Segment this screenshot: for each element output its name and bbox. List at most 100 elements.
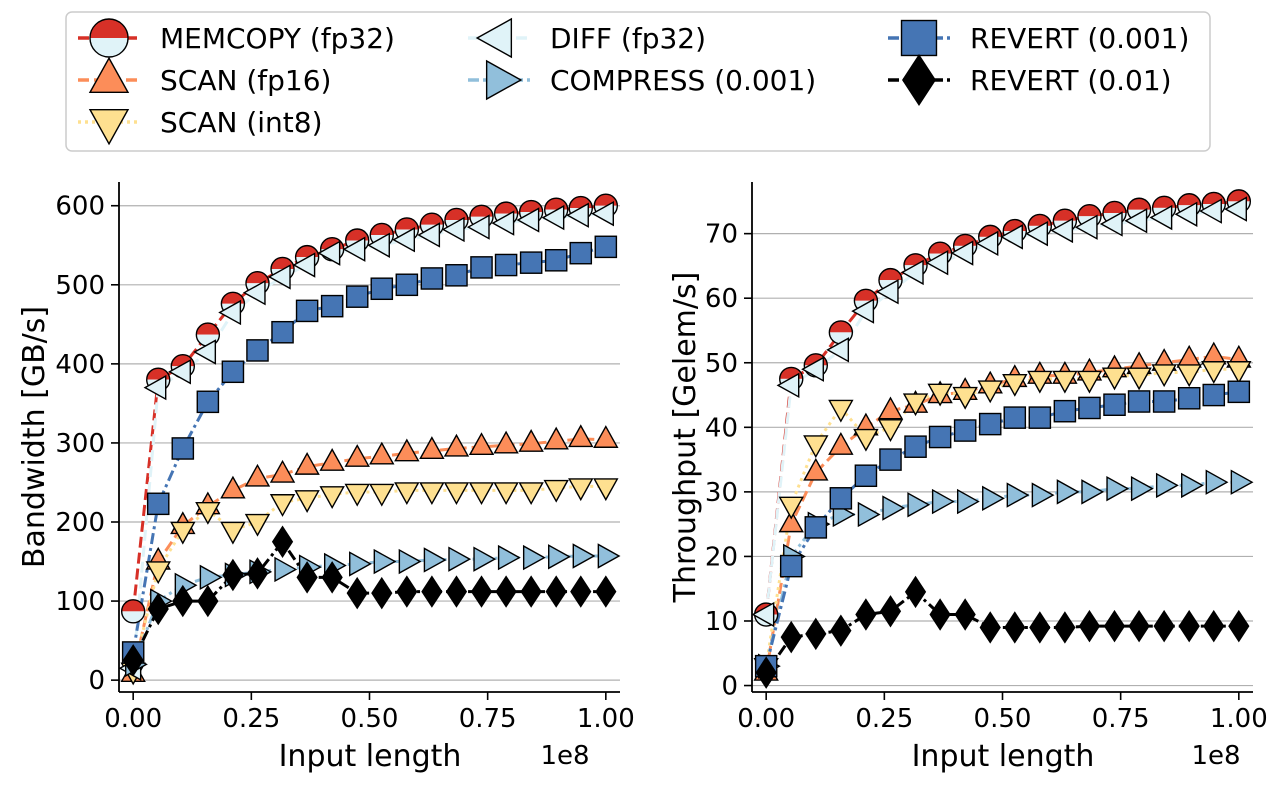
data-point-rev01 (147, 592, 169, 626)
data-point-scan8 (493, 482, 519, 506)
data-point-rev01 (1029, 611, 1051, 644)
data-point-scan8 (145, 561, 171, 585)
y-tick-label: 10 (705, 607, 738, 637)
y-tick-label: 20 (705, 542, 738, 572)
data-point-rev01 (1228, 609, 1250, 643)
data-point-diff (1199, 198, 1222, 224)
data-point-diff (441, 216, 465, 243)
y-tick-label: 200 (55, 508, 105, 538)
data-point-rev001 (1078, 396, 1101, 420)
data-point-compress (882, 495, 906, 521)
data-point-rev01 (979, 611, 1001, 644)
data-point-diff (851, 298, 875, 324)
data-point-rev01 (1103, 609, 1126, 643)
data-point-rev01 (830, 614, 852, 647)
y-tick-label: 50 (705, 349, 738, 379)
data-point-diff (392, 227, 416, 253)
x-tick-label: 0.00 (104, 704, 162, 734)
data-point-scan8 (1101, 367, 1128, 391)
data-point-rev01 (520, 575, 542, 608)
data-point-diff (776, 372, 800, 399)
data-point-rev001 (171, 437, 195, 460)
data-point-diff (193, 339, 217, 365)
data-point-compress (1181, 472, 1204, 499)
legend-marker (88, 108, 130, 146)
data-point-rev01 (545, 575, 567, 608)
data-point-rev01 (296, 561, 318, 594)
series-markers-rev01 (122, 525, 617, 677)
x-multiplier-label: 1e8 (540, 741, 589, 771)
data-point-rev01 (122, 644, 144, 677)
data-point-scan8 (1027, 370, 1053, 394)
data-point-scan8 (977, 380, 1003, 404)
data-point-rev001 (1152, 390, 1176, 413)
data-point-rev001 (1003, 406, 1027, 429)
data-point-scan8 (853, 428, 879, 452)
data-point-compress (274, 556, 298, 583)
data-point-compress (1056, 479, 1080, 505)
data-point-diff (367, 232, 390, 258)
data-point-rev01 (396, 575, 418, 608)
data-point-scan16 (394, 438, 420, 462)
legend-marker (900, 19, 938, 57)
y-tick-label: 60 (705, 284, 738, 314)
data-point-scan8 (568, 478, 594, 502)
data-point-diff (1224, 196, 1247, 222)
data-point-rev01 (470, 575, 493, 608)
series-markers-scan8 (753, 361, 1252, 681)
legend-item-scan16: SCAN (fp16) (78, 56, 331, 97)
data-point-rev001 (395, 273, 419, 297)
data-point-compress (956, 488, 980, 515)
data-point-compress (423, 547, 447, 573)
x-tick-label: 0.50 (974, 704, 1032, 734)
data-point-diff (143, 374, 167, 401)
data-point-rev01 (246, 557, 269, 590)
data-point-diff (1074, 214, 1098, 240)
data-point-compress (982, 485, 1005, 512)
y-tick-label: 0 (721, 672, 738, 702)
data-point-compress (1081, 479, 1105, 505)
legend-item-scan8: SCAN (int8) (78, 106, 323, 146)
data-point-rev001 (804, 516, 828, 539)
y-tick-label: 40 (705, 413, 738, 443)
data-point-diff (1099, 211, 1123, 237)
data-point-rev01 (346, 576, 368, 610)
data-point-rev01 (755, 656, 777, 689)
legend-label: SCAN (int8) (160, 106, 323, 139)
data-point-memcopy (120, 599, 146, 624)
data-point-rev001 (146, 492, 170, 516)
data-point-diff (267, 264, 291, 290)
data-point-diff (168, 359, 191, 385)
data-point-diff (1174, 201, 1198, 227)
data-point-rev001 (519, 251, 543, 274)
data-point-diff (566, 202, 589, 228)
data-point-rev01 (780, 620, 802, 654)
data-point-rev001 (271, 320, 294, 344)
data-point-rev001 (1127, 390, 1151, 413)
x-tick-label: 1.00 (577, 704, 635, 734)
data-point-scan8 (778, 496, 804, 520)
legend-item-compress: COMPRESS (0.001) (468, 59, 816, 101)
data-point-scan8 (1226, 361, 1252, 384)
y-tick-label: 300 (55, 429, 105, 459)
data-point-scan8 (220, 521, 246, 545)
data-point-rev01 (1153, 609, 1175, 643)
x-multiplier-label: 1e8 (1191, 741, 1240, 771)
data-point-rev001 (1202, 383, 1226, 407)
y-axis-label: Throughput [Gelem/s] (668, 272, 703, 604)
data-point-rev01 (321, 561, 343, 594)
data-point-compress (199, 564, 223, 591)
data-point-rev01 (805, 617, 827, 651)
x-tick-label: 0.00 (737, 704, 795, 734)
series-markers-scan8 (120, 478, 619, 686)
data-point-scan8 (1201, 361, 1227, 384)
data-point-diff (1000, 224, 1023, 250)
y-tick-label: 100 (55, 587, 105, 617)
data-point-diff (1050, 217, 1074, 244)
series-markers-diff (751, 196, 1247, 628)
data-point-scan8 (369, 483, 395, 507)
x-axis-label: Input length (912, 739, 1095, 774)
data-point-rev001 (295, 299, 319, 323)
legend-item-rev001: REVERT (0.001) (888, 19, 1189, 57)
data-point-scan16 (778, 509, 804, 533)
